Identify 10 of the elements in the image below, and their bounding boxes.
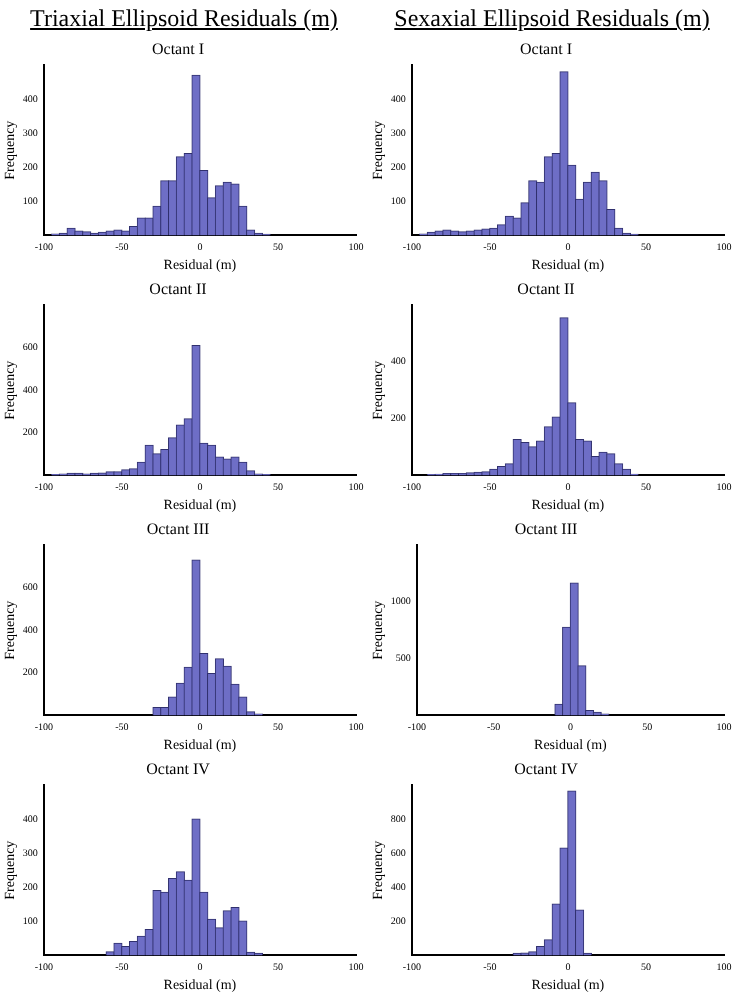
chart-title: Octant I	[152, 39, 205, 58]
chart-title: Octant III	[146, 519, 210, 538]
chart-title: Octant II	[149, 279, 208, 298]
text: Sexaxial Ellipsoid Residuals (m)	[392, 2, 712, 36]
chart-title: Octant IV	[514, 759, 579, 778]
text: Triaxial Ellipsoid Residuals (m)	[28, 2, 340, 36]
chart-title: Octant II	[517, 279, 576, 298]
chart-title: Octant I	[520, 39, 573, 58]
chart-title: Octant III	[514, 519, 578, 538]
chart-title: Octant IV	[146, 759, 211, 778]
